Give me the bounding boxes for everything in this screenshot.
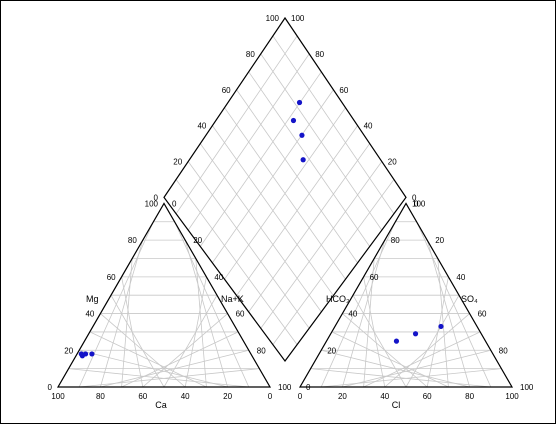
diamond-right-tick-label: 20 — [388, 158, 397, 167]
cation-bottom-axis-label: Ca — [155, 400, 167, 410]
anion-left-tick-label: 0 — [306, 383, 311, 392]
cation-triangle-grid-line — [89, 331, 207, 388]
anion-right-tick-label: 60 — [478, 310, 487, 319]
anion-triangle-grid-line — [321, 349, 470, 388]
cation-triangle-grid-line — [163, 295, 218, 388]
diamond-data-point — [290, 117, 297, 124]
cation-left-tick-label: 20 — [64, 346, 73, 355]
cation-left-axis-label: Mg — [86, 294, 99, 304]
diamond-left-tick-label: 100 — [266, 14, 280, 23]
anion-right-tick-label: 0 — [414, 199, 419, 208]
diamond-right-tick-label: 80 — [315, 50, 324, 59]
cation-right-tick-label: 100 — [278, 383, 292, 392]
cation-right-tick-label: 0 — [172, 199, 177, 208]
cation-left-tick-label: 100 — [145, 199, 159, 208]
cation-data-point — [89, 351, 95, 357]
diamond-data-point — [300, 157, 306, 163]
diamond-right-tick-label: 100 — [291, 14, 305, 23]
diamond-left-tick-label: 20 — [173, 158, 182, 167]
diamond-grid-line — [212, 89, 334, 264]
anion-triangle-grid-line — [342, 313, 428, 388]
cation-right-tick-label: 80 — [257, 346, 266, 355]
anion-right-tick-label: 100 — [520, 383, 534, 392]
diamond-grid-line — [187, 53, 310, 231]
cation-right-tick-label: 20 — [193, 236, 202, 245]
diamond-right-tick-label: 40 — [364, 122, 373, 131]
cation-bottom-tick-label: 40 — [181, 392, 190, 401]
anion-triangle-grid-line — [405, 295, 460, 388]
cation-triangle-grid-line — [184, 240, 228, 388]
cation-triangle-outline — [56, 202, 272, 388]
anion-triangle-grid-line — [437, 258, 449, 388]
anion-triangle-grid-line — [416, 221, 492, 388]
diamond-grid-line — [272, 35, 395, 214]
anion-triangle-grid-line — [426, 276, 449, 388]
cation-triangle-grid-line — [195, 258, 207, 388]
cation-triangle-grid-line — [110, 295, 165, 388]
anion-left-tick-label: 100 — [412, 199, 426, 208]
cation-triangle-grid-line — [100, 313, 186, 388]
anion-left-axis-label: HCO₃ — [326, 294, 350, 304]
anion-bottom-tick-label: 60 — [423, 392, 432, 401]
anion-right-tick-label: 80 — [499, 346, 508, 355]
anion-data-point — [393, 338, 400, 344]
diamond-left-tick-label: 80 — [246, 50, 255, 59]
cation-bottom-tick-label: 60 — [138, 392, 147, 401]
cation-bottom-tick-label: 80 — [96, 392, 105, 401]
anion-right-tick-label: 20 — [435, 236, 444, 245]
diamond-grid-line — [236, 89, 358, 264]
cation-triangle-grid-line — [68, 368, 249, 388]
cation-data-point — [78, 351, 84, 357]
anion-right-axis-label: SO₄ — [461, 294, 478, 304]
cation-bottom-tick-label: 0 — [268, 392, 273, 401]
anion-right-tick-label: 40 — [456, 273, 465, 282]
anion-triangle-outline — [298, 202, 514, 388]
diamond-right-tick-label: 0 — [412, 193, 417, 202]
diamond-grid-line — [224, 107, 346, 280]
anion-triangle-grid-line — [331, 331, 449, 388]
diamond-grid-line — [175, 35, 298, 214]
cation-bottom-tick-label: 100 — [51, 392, 65, 401]
diamond-data-point — [299, 132, 305, 138]
diamond-left-tick-label: 40 — [197, 122, 206, 131]
anion-bottom-axis-label: Cl — [392, 400, 401, 410]
cation-right-tick-label: 60 — [236, 310, 245, 319]
cation-left-tick-label: 40 — [85, 310, 94, 319]
anion-left-tick-label: 40 — [348, 310, 357, 319]
anion-bottom-tick-label: 40 — [380, 392, 389, 401]
cation-triangle-grid-line — [174, 221, 250, 388]
cation-left-tick-label: 0 — [48, 383, 53, 392]
diamond-left-tick-label: 0 — [154, 193, 159, 202]
anion-data-point — [438, 323, 444, 330]
anion-left-tick-label: 80 — [391, 236, 400, 245]
diamond-data-point — [296, 99, 303, 106]
cation-bottom-tick-label: 20 — [223, 392, 232, 401]
cation-left-tick-label: 60 — [107, 273, 116, 282]
anion-left-tick-label: 20 — [327, 346, 336, 355]
anion-triangle-grid-line — [352, 295, 407, 388]
anion-triangle-grid-line — [426, 240, 470, 388]
anion-bottom-tick-label: 100 — [505, 392, 519, 401]
anion-bottom-tick-label: 20 — [338, 392, 347, 401]
cation-triangle-grid-line — [184, 276, 207, 388]
anion-triangle-grid-line — [310, 368, 491, 388]
anion-bottom-tick-label: 0 — [298, 392, 303, 401]
cation-data-point — [82, 351, 89, 357]
cation-left-tick-label: 80 — [128, 236, 137, 245]
diamond-grid-line — [248, 71, 371, 247]
anion-data-point — [412, 331, 419, 337]
diamond-left-tick-label: 60 — [222, 86, 231, 95]
cation-triangle-grid-line — [79, 349, 228, 388]
anion-bottom-tick-label: 80 — [465, 392, 474, 401]
cation-right-tick-label: 40 — [214, 273, 223, 282]
anion-left-tick-label: 60 — [370, 273, 379, 282]
diamond-grid-line — [260, 53, 383, 231]
cation-right-axis-label: Na+K — [221, 294, 244, 304]
diamond-outline — [163, 16, 407, 363]
diamond-right-tick-label: 60 — [339, 86, 348, 95]
